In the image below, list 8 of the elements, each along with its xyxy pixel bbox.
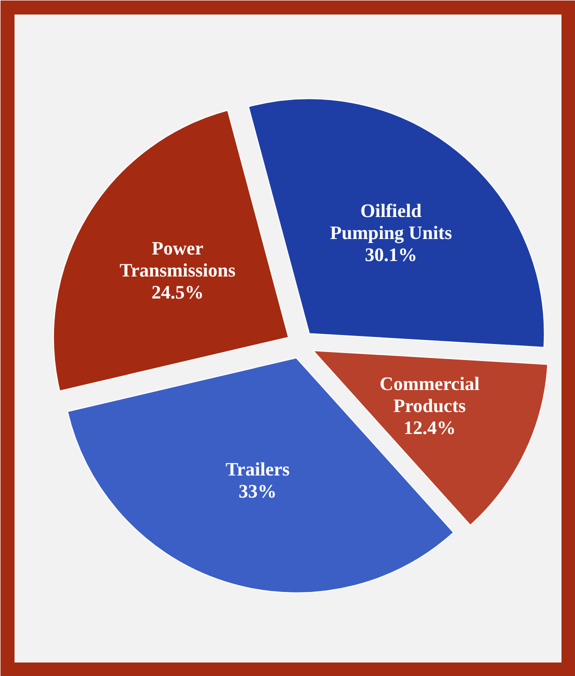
data-label: 24.5% — [151, 282, 204, 304]
slice-label: Commercial Products — [380, 374, 480, 418]
slice-label: Trailers — [226, 460, 290, 481]
data-label: 33% — [238, 482, 277, 503]
data-label: 12.4% — [403, 418, 456, 440]
slice-label: Power Transmissions — [120, 238, 236, 282]
slice-label: Oilfield Pumping Units — [330, 200, 452, 244]
data-label: 30.1% — [364, 245, 418, 266]
